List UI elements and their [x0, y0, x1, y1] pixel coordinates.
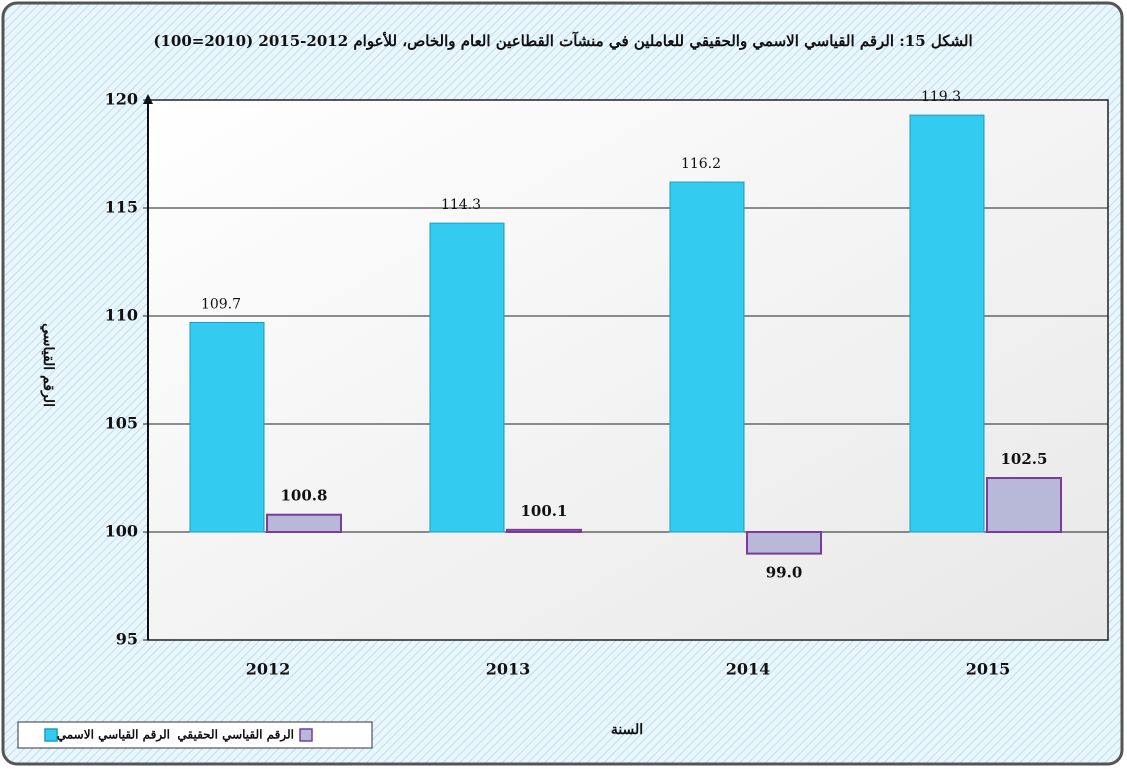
bar [746, 531, 822, 555]
y-tick-label: 110 [105, 306, 138, 325]
bar [266, 513, 342, 533]
y-tick-label: 95 [116, 630, 138, 649]
bar [909, 114, 985, 533]
value-label: 102.5 [1001, 450, 1048, 468]
y-tick-label: 120 [105, 90, 138, 109]
x-tick-label: 2015 [966, 660, 1011, 679]
y-axis-label: الرقم القياسي [40, 323, 56, 407]
bar [669, 181, 745, 533]
y-tick-label: 105 [105, 414, 138, 433]
value-label: 109.7 [201, 296, 241, 312]
value-label: 100.1 [521, 502, 568, 520]
y-tick-label: 100 [105, 522, 138, 541]
value-label: 114.3 [441, 197, 481, 213]
legend-swatch [299, 728, 313, 742]
value-label: 100.8 [281, 487, 328, 505]
bar [189, 321, 265, 533]
x-axis-label: السنة [611, 722, 643, 738]
axis-arrow [143, 94, 153, 104]
value-label: 119.3 [921, 89, 961, 105]
legend-label: الرقم القياسي الاسمي [57, 728, 170, 743]
legend-swatch [44, 728, 58, 742]
x-tick-label: 2013 [486, 660, 531, 679]
bar [986, 477, 1062, 533]
value-label: 99.0 [766, 564, 803, 582]
value-label: 116.2 [681, 156, 721, 172]
x-tick-label: 2012 [246, 660, 291, 679]
bar [506, 528, 582, 534]
x-tick-label: 2014 [726, 660, 771, 679]
bar [429, 222, 505, 533]
legend [17, 721, 373, 749]
y-tick-label: 115 [105, 198, 138, 217]
legend-label: الرقم القياسي الحقيقي [177, 728, 294, 743]
chart-title: الشكل 15: الرقم القياسي الاسمي والحقيقي … [153, 31, 972, 51]
